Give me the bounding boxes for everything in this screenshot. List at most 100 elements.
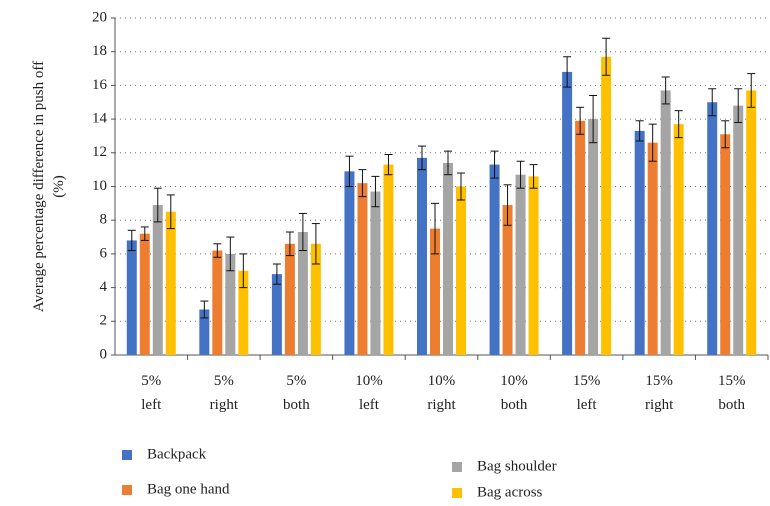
- legend-swatch: [452, 462, 462, 472]
- error-bar: [674, 110, 683, 139]
- error-bar: [418, 145, 426, 171]
- x-tick-label: 5% right: [210, 373, 239, 413]
- x-tick-label: 5% both: [283, 373, 310, 413]
- x-tick-label: 15% left: [573, 373, 601, 413]
- legend-label: Bag shoulder: [477, 458, 557, 474]
- y-tick-label: 4: [100, 279, 108, 295]
- error-bar: [127, 229, 136, 252]
- bar: [515, 174, 526, 355]
- bar: [430, 228, 440, 355]
- y-tick-label: 16: [92, 77, 108, 93]
- y-axis-title: Average percentage difference in push of…: [31, 61, 67, 312]
- y-tick-label: 2: [100, 313, 108, 329]
- bar: [139, 233, 150, 355]
- bar: [575, 120, 586, 355]
- error-bar: [345, 155, 354, 187]
- error-bar: [708, 88, 717, 117]
- error-bar: [721, 120, 730, 149]
- error-bar: [226, 236, 235, 272]
- x-tick-label: 10% right: [427, 373, 456, 413]
- legend-label: Backpack: [147, 446, 207, 462]
- error-bar: [635, 120, 644, 142]
- error-bar: [239, 253, 248, 289]
- bar: [733, 105, 744, 356]
- error-bar: [457, 172, 465, 201]
- bar: [417, 157, 427, 355]
- bar: [212, 250, 223, 355]
- bar: [284, 243, 295, 355]
- x-tick-label: 10% left: [355, 373, 383, 413]
- error-bar: [734, 88, 743, 123]
- error-bar: [516, 160, 525, 189]
- y-tick-label: 12: [92, 144, 107, 160]
- bar: [502, 205, 513, 355]
- bar: [383, 164, 394, 355]
- error-bar: [140, 226, 149, 241]
- y-tick-label: 18: [92, 43, 107, 59]
- bar: [443, 162, 453, 355]
- y-tick-label: 8: [100, 212, 108, 228]
- error-bar: [503, 184, 512, 226]
- error-bar: [747, 73, 756, 108]
- bar: [707, 102, 718, 355]
- error-bar: [153, 187, 162, 223]
- x-tick-label: 5% left: [141, 373, 162, 413]
- error-bar: [529, 164, 538, 189]
- bar: [647, 142, 658, 355]
- error-bar: [431, 202, 439, 255]
- x-tick-label: 15% right: [645, 373, 674, 413]
- y-tick-label: 10: [92, 178, 107, 194]
- legend-swatch: [452, 488, 462, 498]
- bar: [456, 186, 466, 355]
- y-tick-label: 20: [92, 9, 107, 25]
- error-bar: [371, 175, 380, 208]
- y-axis-title-line: (%): [51, 175, 67, 198]
- legend-swatch: [122, 485, 132, 495]
- bar: [357, 183, 368, 355]
- error-bar: [358, 169, 367, 198]
- y-tick-label: 0: [100, 346, 108, 362]
- error-bar: [166, 194, 175, 230]
- y-axis-title-line: Average percentage difference in push of…: [31, 61, 47, 312]
- error-bar: [563, 56, 572, 88]
- error-bar: [490, 150, 499, 179]
- error-bar: [272, 263, 281, 285]
- legend-swatch: [122, 450, 132, 460]
- legend-label: Bag across: [477, 484, 543, 500]
- legend-label: Bag one hand: [147, 481, 230, 497]
- bar: [344, 171, 355, 355]
- bar: [297, 231, 308, 355]
- bar: [310, 243, 321, 355]
- error-bar: [648, 123, 657, 162]
- error-bar: [298, 212, 307, 252]
- bar: [660, 90, 671, 355]
- error-bar: [589, 95, 598, 144]
- bar: [152, 205, 163, 355]
- error-bar: [576, 106, 585, 135]
- bar: [746, 90, 757, 355]
- bar: [225, 253, 236, 355]
- error-bar: [285, 231, 294, 257]
- error-bar: [200, 300, 209, 319]
- bar: [126, 240, 137, 355]
- bar: [634, 130, 645, 355]
- bar: [489, 164, 500, 355]
- bar: [588, 119, 599, 355]
- bar: [562, 71, 573, 356]
- error-bar: [213, 243, 222, 258]
- bar: [673, 124, 684, 355]
- error-bar: [311, 223, 320, 265]
- error-bar: [602, 37, 611, 76]
- error-bar: [384, 153, 393, 176]
- bar: [720, 134, 731, 355]
- y-tick-label: 14: [92, 111, 108, 127]
- bar: [199, 309, 210, 355]
- error-bar: [444, 150, 452, 176]
- error-bar: [661, 76, 670, 105]
- bar: [601, 56, 612, 355]
- bar: [271, 274, 282, 355]
- x-tick-label: 15% both: [718, 373, 746, 413]
- x-tick-label: 10% both: [500, 373, 528, 413]
- y-tick-label: 6: [100, 245, 108, 261]
